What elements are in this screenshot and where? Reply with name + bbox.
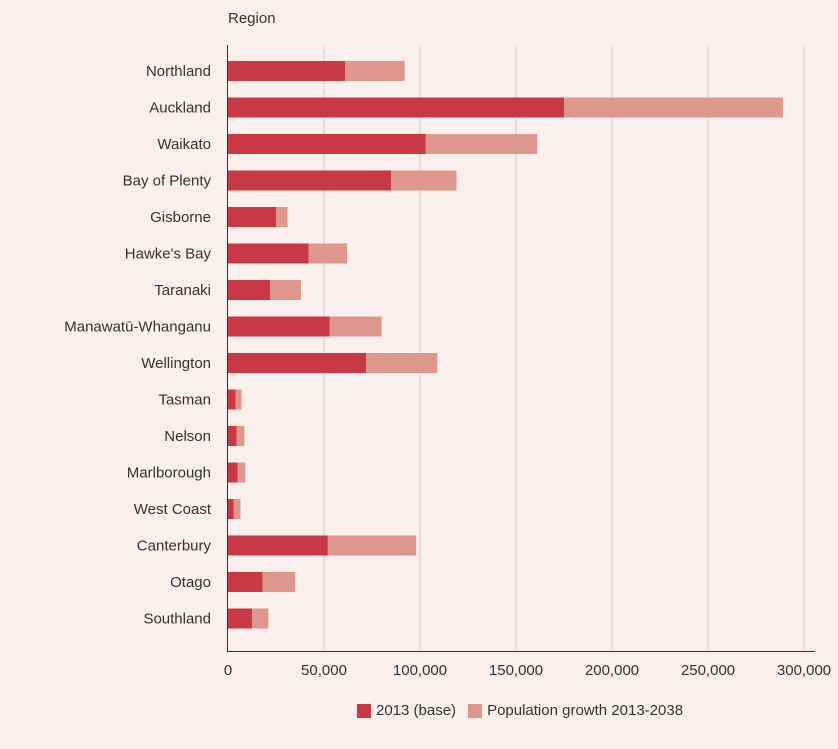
bar-base-2013 bbox=[228, 462, 238, 483]
legend-item-base: 2013 (base) bbox=[357, 702, 456, 719]
category-label: Waikato bbox=[157, 136, 211, 153]
legend: 2013 (base) Population growth 2013-2038 bbox=[357, 702, 695, 719]
bar-growth-2013-2038 bbox=[252, 608, 269, 629]
bar-base-2013 bbox=[228, 535, 328, 556]
bar-base-2013 bbox=[228, 426, 237, 446]
category-label: Northland bbox=[146, 63, 211, 80]
category-label: West Coast bbox=[134, 501, 212, 518]
legend-label-growth: Population growth 2013-2038 bbox=[487, 702, 684, 719]
x-tick-label: 150,000 bbox=[489, 662, 543, 679]
bars bbox=[228, 61, 783, 629]
bar-base-2013 bbox=[228, 243, 309, 264]
category-label: Tasman bbox=[158, 392, 211, 409]
bar-base-2013 bbox=[228, 499, 234, 519]
bar-base-2013 bbox=[228, 353, 367, 373]
bar-growth-2013-2038 bbox=[327, 535, 417, 556]
category-label: Southland bbox=[143, 611, 211, 628]
bar-base-2013 bbox=[228, 572, 263, 592]
category-label: Taranaki bbox=[154, 282, 211, 299]
x-tick-label: 250,000 bbox=[681, 662, 735, 679]
bar-growth-2013-2038 bbox=[233, 499, 241, 519]
bar-base-2013 bbox=[228, 134, 426, 154]
x-tick-label: 100,000 bbox=[393, 662, 447, 679]
category-label: Bay of Plenty bbox=[123, 173, 212, 190]
category-label: Hawke's Bay bbox=[125, 246, 212, 263]
bar-base-2013 bbox=[228, 280, 271, 300]
bar-base-2013 bbox=[228, 389, 236, 410]
bar-base-2013 bbox=[228, 61, 346, 81]
bar-growth-2013-2038 bbox=[276, 207, 288, 227]
x-tick-label: 200,000 bbox=[585, 662, 639, 679]
x-tick-label: 0 bbox=[224, 662, 232, 679]
legend-swatch-growth bbox=[468, 703, 483, 718]
x-tick-label: 300,000 bbox=[777, 662, 831, 679]
category-label: Canterbury bbox=[137, 538, 212, 555]
legend-swatch-base bbox=[357, 703, 371, 718]
bar-growth-2013-2038 bbox=[236, 426, 245, 446]
bar-growth-2013-2038 bbox=[425, 134, 538, 154]
y-axis-label: Region bbox=[228, 10, 276, 27]
bar-base-2013 bbox=[228, 207, 277, 227]
bar-base-2013 bbox=[228, 608, 253, 629]
category-label: Gisborne bbox=[150, 209, 211, 226]
bar-base-2013 bbox=[228, 170, 392, 191]
legend-label-base: 2013 (base) bbox=[376, 702, 457, 719]
bar-growth-2013-2038 bbox=[235, 389, 242, 410]
category-label: Otago bbox=[170, 574, 211, 591]
x-tick-labels: 0 50,000 100,000 150,000 200,000 250,000 300,0… bbox=[224, 662, 831, 679]
category-label: Nelson bbox=[164, 428, 211, 445]
legend-item-growth: Population growth 2013-2038 bbox=[468, 702, 683, 719]
category-labels: Northland Auckland Waikato Bay of Plenty Gis… bbox=[64, 63, 212, 628]
bar-growth-2013-2038 bbox=[345, 61, 405, 81]
bar-base-2013 bbox=[228, 97, 565, 118]
bar-growth-2013-2038 bbox=[237, 462, 246, 483]
bar-base-2013 bbox=[228, 316, 330, 337]
category-label: Wellington bbox=[141, 355, 211, 372]
bar-growth-2013-2038 bbox=[329, 316, 382, 337]
bar-growth-2013-2038 bbox=[366, 353, 438, 373]
x-tick-label: 50,000 bbox=[301, 662, 347, 679]
bar-growth-2013-2038 bbox=[308, 243, 348, 264]
bar-growth-2013-2038 bbox=[262, 572, 296, 592]
bar-growth-2013-2038 bbox=[270, 280, 301, 300]
bar-growth-2013-2038 bbox=[391, 170, 457, 191]
category-label: Auckland bbox=[149, 100, 211, 117]
category-label: Marlborough bbox=[127, 465, 211, 482]
bar-growth-2013-2038 bbox=[564, 97, 783, 118]
category-label: Manawatū-Whanganu bbox=[64, 319, 211, 336]
